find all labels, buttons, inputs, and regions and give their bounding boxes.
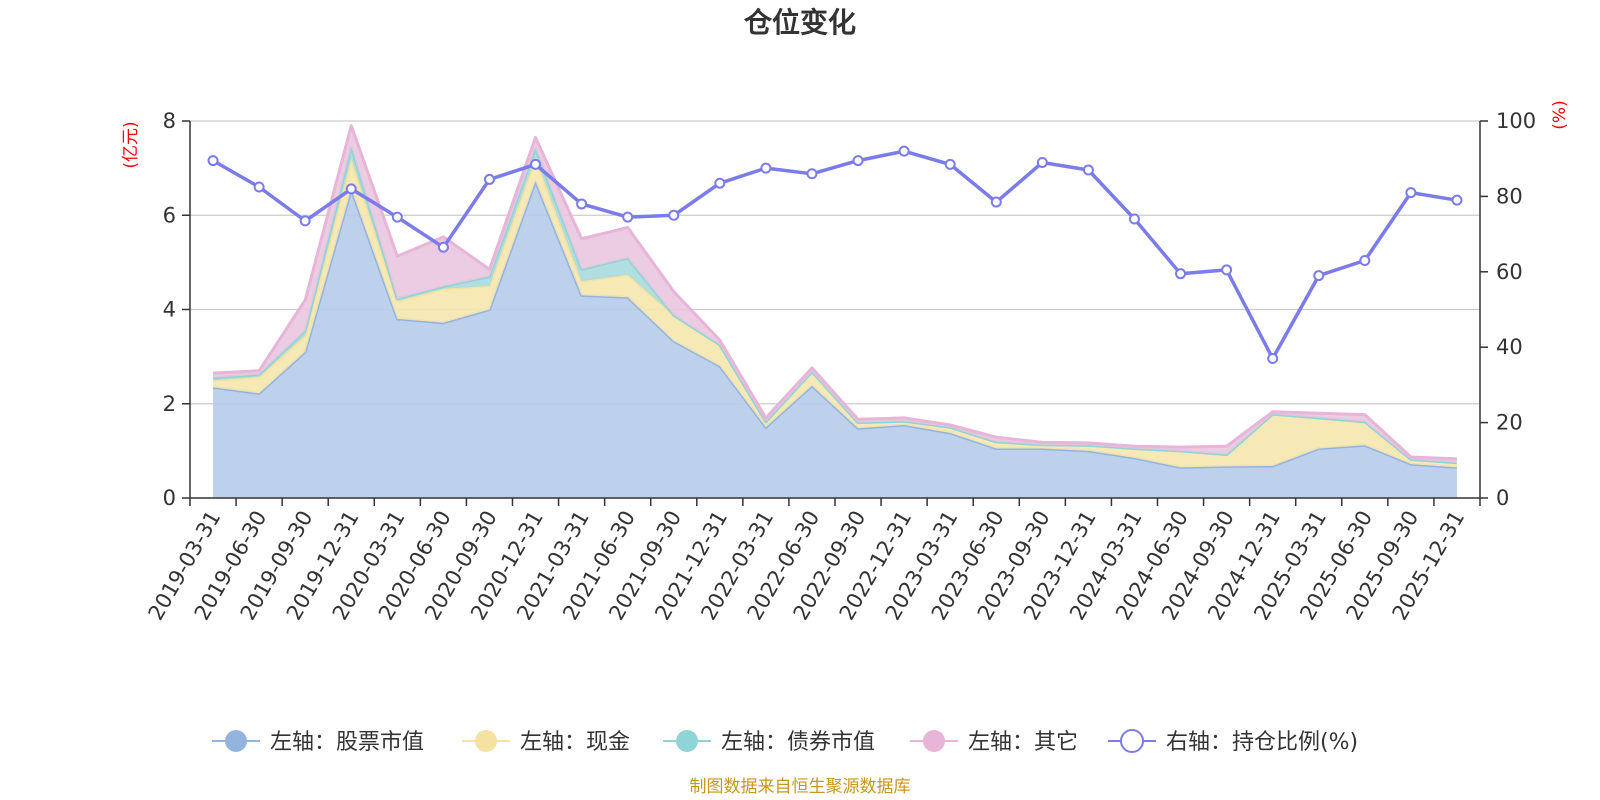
ratio-point xyxy=(854,156,863,165)
legend-label: 左轴：其它 xyxy=(968,730,1078,755)
stacked-areas xyxy=(213,126,1457,498)
ratio-point xyxy=(946,160,955,169)
left-tick-label: 6 xyxy=(163,203,176,227)
right-tick-label: 100 xyxy=(1496,109,1536,133)
ratio-point xyxy=(301,216,310,225)
ratio-point xyxy=(669,211,678,220)
ratio-point xyxy=(900,147,909,156)
legend-marker xyxy=(676,730,698,752)
ratio-point xyxy=(1222,265,1231,274)
ratio-point xyxy=(1176,269,1185,278)
data-source-note: 制图数据来自恒生聚源数据库 xyxy=(690,777,911,797)
legend-label: 左轴：现金 xyxy=(520,730,630,755)
right-tick-label: 40 xyxy=(1496,335,1523,359)
left-axis-unit: (亿元) xyxy=(121,121,141,168)
ratio-point xyxy=(1452,196,1461,205)
ratio-point xyxy=(393,213,402,222)
ratio-point xyxy=(992,198,1001,207)
ratio-point xyxy=(1268,354,1277,363)
left-tick-label: 4 xyxy=(163,298,176,322)
ratio-point xyxy=(485,175,494,184)
ratio-point xyxy=(715,179,724,188)
ratio-point xyxy=(1130,215,1139,224)
legend-item-2[interactable]: 左轴：现金 xyxy=(462,730,630,755)
right-tick-label: 20 xyxy=(1496,411,1523,435)
legend-marker xyxy=(475,730,497,752)
left-tick-label: 0 xyxy=(163,486,176,510)
chart-title: 仓位变化 xyxy=(744,6,856,39)
ratio-point xyxy=(1084,166,1093,175)
legend-marker xyxy=(1121,730,1143,752)
legend-marker xyxy=(225,730,247,752)
right-tick-label: 80 xyxy=(1496,184,1523,208)
legend-item-5[interactable]: 右轴：持仓比例(%) xyxy=(1108,730,1358,755)
right-axis-unit: (%) xyxy=(1550,100,1570,129)
ratio-point xyxy=(209,156,218,165)
legend-label: 右轴：持仓比例(%) xyxy=(1166,730,1358,755)
ratio-point xyxy=(623,213,632,222)
ratio-point xyxy=(1406,188,1415,197)
right-tick-label: 60 xyxy=(1496,260,1523,284)
left-tick-label: 8 xyxy=(163,109,176,133)
ratio-point xyxy=(807,169,816,178)
legend-label: 左轴：股票市值 xyxy=(270,730,424,755)
legend-item-1[interactable]: 左轴：股票市值 xyxy=(212,730,424,755)
ratio-point xyxy=(255,182,264,191)
ratio-point xyxy=(577,199,586,208)
legend-marker xyxy=(923,730,945,752)
right-tick-label: 0 xyxy=(1496,486,1509,510)
legend-label: 左轴：债券市值 xyxy=(721,730,875,755)
legend-item-4[interactable]: 左轴：其它 xyxy=(910,730,1078,755)
legend[interactable]: 左轴：股票市值 左轴：现金 左轴：债券市值 左轴：其它 右轴：持仓比例(%) xyxy=(212,730,1358,755)
chart: 仓位变化 (亿元) (%) 024680204060801002019-03-3… xyxy=(0,0,1600,800)
ratio-point xyxy=(1038,158,1047,167)
ratio-point xyxy=(347,184,356,193)
ratio-point xyxy=(531,160,540,169)
ratio-point xyxy=(1314,271,1323,280)
legend-item-3[interactable]: 左轴：债券市值 xyxy=(663,730,875,755)
ratio-point xyxy=(1360,256,1369,265)
ratio-point xyxy=(439,243,448,252)
ratio-point xyxy=(761,164,770,173)
left-tick-label: 2 xyxy=(163,392,176,416)
